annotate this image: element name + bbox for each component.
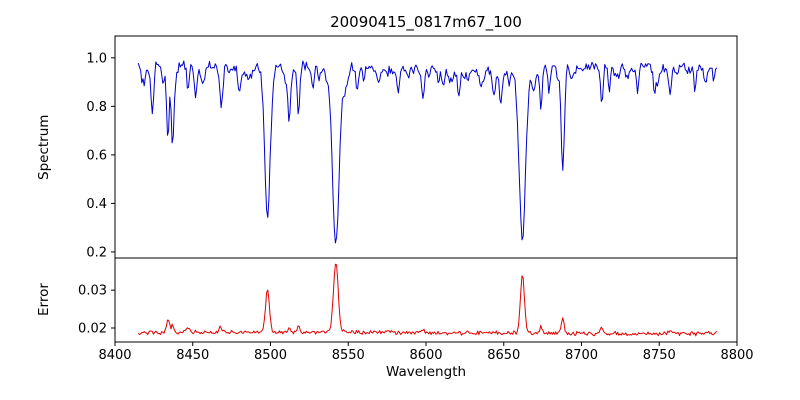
panel-frame	[114, 257, 738, 343]
y-tick-label: 0.4	[86, 197, 107, 212]
x-tick-label: 8550	[332, 348, 365, 363]
x-tick-label: 8700	[565, 348, 598, 363]
x-tick-label: 8650	[487, 348, 520, 363]
y-tick-label: 1.0	[86, 51, 107, 66]
x-axis-label: Wavelength	[385, 364, 467, 380]
x-tick-label: 8450	[176, 348, 209, 363]
y-tick-label: 0.02	[78, 322, 107, 337]
y-tick-label: 0.8	[86, 100, 107, 115]
y-tick-label: 0.6	[86, 148, 107, 163]
y-tick-label: 0.03	[78, 284, 107, 299]
y-axis-label-error: Error	[36, 283, 52, 317]
y-axis-label-spectrum: Spectrum	[36, 114, 52, 180]
spectrum-line	[137, 60, 718, 244]
x-tick-label: 8500	[254, 348, 287, 363]
y-tick-label: 0.2	[86, 245, 107, 260]
chart-title: 20090415_0817m67_100	[330, 13, 522, 31]
x-tick-label: 8600	[409, 348, 442, 363]
error-line	[137, 263, 718, 337]
x-tick-label: 8400	[98, 348, 131, 363]
x-tick-label: 8750	[643, 348, 676, 363]
x-tick-label: 8800	[720, 348, 753, 363]
